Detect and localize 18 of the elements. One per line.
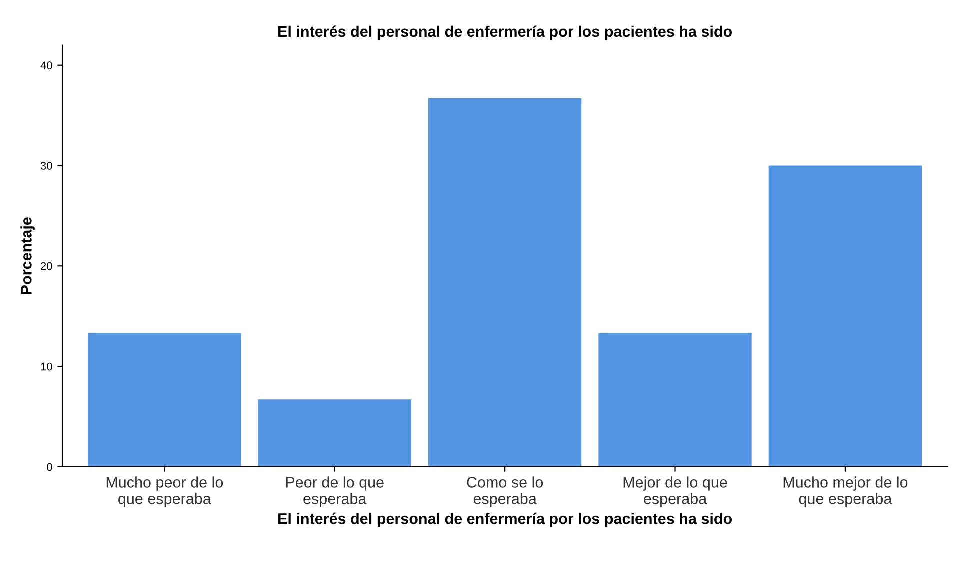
y-tick-label: 40 [40, 62, 52, 70]
y-tick-label: 30 [40, 162, 52, 170]
bar [598, 333, 752, 467]
chart-title: El interés del personal de enfermería por los pacientes ha sido [278, 26, 732, 40]
x-tick-label: Como se lo esperaba [467, 476, 544, 508]
x-tick-label: Mucho mejor de lo que esperaba [784, 476, 908, 508]
y-axis-title: Porcentaje [20, 218, 35, 294]
y-tick-label: 20 [41, 262, 52, 270]
y-tick-label: 0 [47, 463, 52, 472]
y-tick-label: 10 [41, 362, 52, 371]
x-axis-title: El interés del personal de enfermería por los pacientes ha sido [278, 512, 732, 528]
x-tick-label: Mejor de lo que esperaba [624, 476, 728, 508]
bar [768, 166, 922, 467]
x-tick-label: Mucho peor de lo que esperaba [106, 476, 224, 508]
bar [88, 333, 242, 467]
x-tick-label: Peor de lo que esperaba [286, 476, 384, 508]
bar [428, 98, 582, 467]
bar [258, 400, 412, 467]
